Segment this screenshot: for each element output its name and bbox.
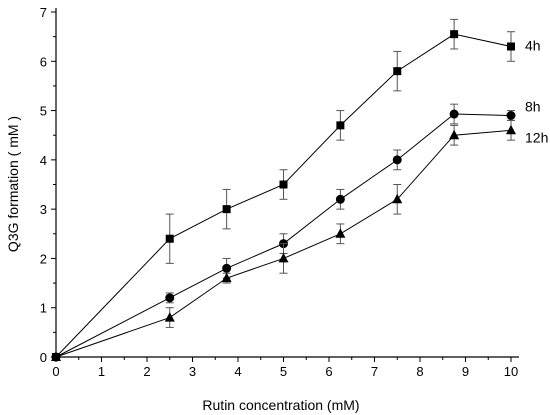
series-label-4h: 4h xyxy=(525,38,541,54)
y-tick-label: 6 xyxy=(40,54,47,69)
series-label-8h: 8h xyxy=(525,99,541,115)
series-group: 4h 8h 12h xyxy=(51,18,548,362)
series-4h: 4h xyxy=(52,18,541,361)
data-point xyxy=(165,293,175,303)
tick-labels: 0 1 2 3 4 5 6 7 8 9 10 0 1 2 3 4 5 6 7 xyxy=(40,5,518,379)
y-tick-label: 0 xyxy=(40,350,47,365)
tick-marks xyxy=(51,11,512,362)
data-point xyxy=(506,111,516,120)
series-8h: 8h xyxy=(51,99,541,362)
axes xyxy=(55,8,519,358)
data-point xyxy=(449,109,459,119)
x-tick-label: 1 xyxy=(98,364,105,379)
y-tick-label: 7 xyxy=(40,5,47,20)
data-point xyxy=(336,121,345,130)
data-point xyxy=(449,129,460,140)
x-tick-label: 10 xyxy=(504,364,518,379)
y-axis-title: Q3G formation ( mM ) xyxy=(5,116,21,252)
y-tick-label: 5 xyxy=(40,104,47,119)
x-tick-label: 7 xyxy=(371,364,378,379)
data-point xyxy=(507,42,515,51)
y-tick-label: 1 xyxy=(40,301,47,316)
x-tick-label: 6 xyxy=(325,364,332,379)
x-tick-label: 2 xyxy=(143,364,150,379)
x-axis-title: Rutin concentration (mM) xyxy=(202,397,359,413)
data-point xyxy=(506,124,516,135)
data-point xyxy=(51,351,61,361)
series-12h: 12h xyxy=(51,119,548,361)
data-point xyxy=(279,180,288,189)
data-point xyxy=(221,272,232,283)
y-tick-label: 4 xyxy=(40,153,47,168)
data-point xyxy=(164,312,175,322)
x-tick-label: 3 xyxy=(189,364,196,379)
x-tick-label: 4 xyxy=(234,364,241,379)
data-point xyxy=(165,234,174,243)
x-tick-label: 9 xyxy=(462,364,469,379)
x-tick-label: 5 xyxy=(280,364,287,379)
data-point xyxy=(392,155,402,165)
data-point xyxy=(335,194,345,204)
series-line-12h xyxy=(55,129,512,358)
y-tick-label: 2 xyxy=(40,251,47,266)
data-point xyxy=(222,263,232,273)
data-point xyxy=(393,67,402,76)
series-line-4h xyxy=(55,33,512,358)
data-point xyxy=(335,228,346,238)
data-point xyxy=(278,252,289,263)
series-line-8h xyxy=(55,113,512,358)
data-point xyxy=(450,30,459,39)
data-point xyxy=(222,205,231,214)
x-tick-label: 0 xyxy=(52,364,59,379)
data-point xyxy=(392,193,403,204)
series-label-12h: 12h xyxy=(525,129,548,145)
x-tick-label: 8 xyxy=(416,364,423,379)
y-tick-label: 3 xyxy=(40,202,47,217)
